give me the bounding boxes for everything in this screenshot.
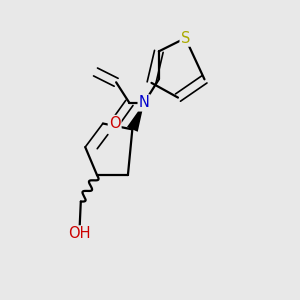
Text: S: S bbox=[181, 31, 190, 46]
Text: OH: OH bbox=[68, 226, 91, 242]
Polygon shape bbox=[127, 103, 144, 132]
Text: O: O bbox=[109, 116, 121, 131]
Text: N: N bbox=[139, 95, 149, 110]
